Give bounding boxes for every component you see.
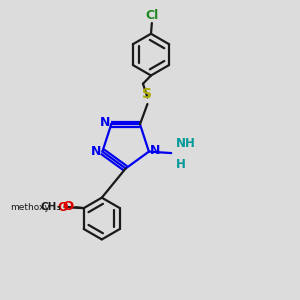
Text: CH₃: CH₃ — [40, 202, 61, 212]
Text: methoxy: methoxy — [10, 203, 50, 212]
Text: O: O — [63, 200, 74, 213]
Text: Cl: Cl — [145, 8, 158, 22]
Text: N: N — [150, 144, 160, 157]
Text: O: O — [58, 201, 68, 214]
Text: N: N — [91, 145, 101, 158]
Text: N: N — [100, 116, 110, 129]
Text: NH: NH — [176, 136, 196, 149]
Text: S: S — [142, 87, 152, 101]
Text: H: H — [176, 158, 186, 171]
